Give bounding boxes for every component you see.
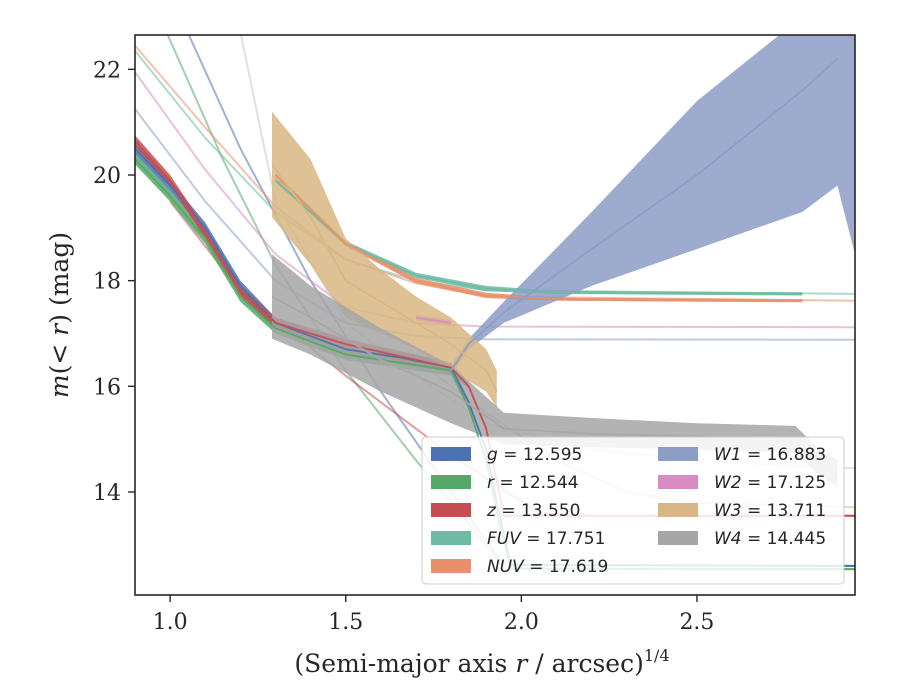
legend-swatch-w1 xyxy=(658,447,698,461)
series-line-nuv xyxy=(274,174,803,302)
legend-label-z: z = 13.550 xyxy=(486,501,580,521)
legend-label-fuv: FUV = 17.751 xyxy=(487,529,605,549)
x-tick-label: 2.0 xyxy=(504,610,539,635)
y-axis-ticks: 14 16 18 20 22 xyxy=(93,58,135,506)
y-tick-label: 14 xyxy=(93,481,121,506)
band-w4 xyxy=(272,254,838,487)
legend-label-w4: W4 = 14.445 xyxy=(714,529,826,549)
legend-swatch-r xyxy=(431,475,471,489)
legend-box xyxy=(421,436,845,585)
y-tick-label: 18 xyxy=(93,270,121,295)
x-axis-ticks: 1.0 1.5 2.0 2.5 xyxy=(153,595,714,635)
legend-label-nuv: NUV = 17.619 xyxy=(487,557,608,577)
legend-swatch-z xyxy=(431,503,471,517)
legend-label-r: r = 12.544 xyxy=(487,473,579,493)
legend-swatch-w3 xyxy=(658,503,698,517)
x-tick-label: 1.0 xyxy=(153,610,188,635)
y-axis-label: m(< r) (mag) xyxy=(45,232,74,398)
band-w3 xyxy=(272,111,497,408)
x-axis-label: (Semi-major axis r / arcsec)1/4 xyxy=(294,646,669,678)
legend-swatch-w2 xyxy=(658,475,698,489)
legend-label-g: g = 12.595 xyxy=(487,445,582,465)
legend: g = 12.595 r = 12.544 z = 13.550 FUV = 17.7… xyxy=(421,436,845,585)
y-tick-label: 20 xyxy=(93,164,121,189)
legend-swatch-fuv xyxy=(431,531,471,545)
legend-swatch-w4 xyxy=(658,531,698,545)
legend-label-w2: W2 = 17.125 xyxy=(714,473,826,493)
legend-label-w1: W1 = 16.883 xyxy=(714,445,826,465)
band-w1 xyxy=(451,35,855,376)
plot-frame xyxy=(134,34,856,596)
y-tick-label: 22 xyxy=(93,58,121,83)
legend-label-w3: W3 = 13.711 xyxy=(714,501,826,521)
series-line-w1 xyxy=(450,58,839,371)
legend-swatch-g xyxy=(431,447,471,461)
legend-swatch-nuv xyxy=(431,559,471,573)
x-tick-label: 2.5 xyxy=(679,610,714,635)
series-line-w3 xyxy=(271,163,498,393)
series-line-w2 xyxy=(415,316,452,324)
y-tick-label: 16 xyxy=(93,375,121,400)
x-tick-label: 1.5 xyxy=(328,610,363,635)
